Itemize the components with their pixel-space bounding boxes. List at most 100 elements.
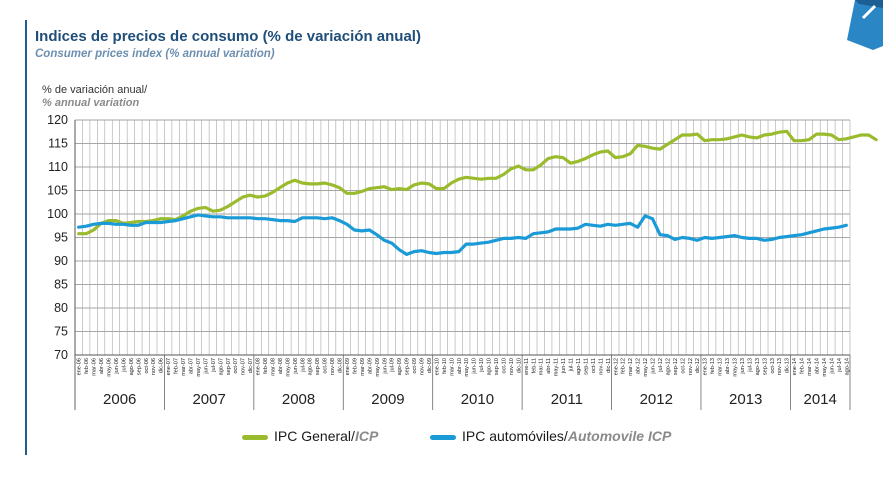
x-month-label: mar-13 <box>718 358 724 376</box>
series-line-ipc-automoviles <box>77 213 848 256</box>
x-month-label: may-09 <box>375 358 381 377</box>
y-axis-label-en: % annual variation <box>42 97 139 109</box>
x-month-label: feb-06 <box>84 358 90 374</box>
x-month-label: ago-08 <box>308 358 314 375</box>
y-tick-label: 105 <box>47 184 68 198</box>
x-month-label: nov-12 <box>688 358 694 375</box>
x-month-label: dic-11 <box>606 358 612 373</box>
x-month-label: jul-06 <box>121 358 127 373</box>
x-month-label: oct-08 <box>323 358 329 374</box>
x-year-label: 2011 <box>551 391 583 408</box>
x-month-label: jun-14 <box>829 358 835 375</box>
x-month-label: jul-07 <box>211 358 217 373</box>
x-month-label: abr-12 <box>636 358 642 374</box>
x-month-label: feb-12 <box>621 358 627 374</box>
x-month-label: mar-09 <box>360 358 366 376</box>
legend-item-auto: IPC automóviles/Automovile ICP <box>430 428 671 444</box>
x-month-label: mar-12 <box>628 358 634 376</box>
x-month-label: may-10 <box>464 358 470 377</box>
x-year-label: 2009 <box>371 391 404 408</box>
y-axis-label: % de variación anual/ <box>42 84 148 96</box>
x-axis-month-labels: ene-06 feb-06 mar-06 abr-06 may-06 jun-06 jul-… <box>77 358 851 377</box>
y-tick-label: 120 <box>47 113 68 127</box>
x-month-label: oct-10 <box>501 358 507 374</box>
x-month-label: nov-09 <box>420 358 426 375</box>
legend-label-auto-en: Automovile ICP <box>567 428 672 444</box>
x-month-label: ago-13 <box>755 358 761 375</box>
x-month-label: jul-14 <box>837 358 843 373</box>
x-month-label: nov-11 <box>598 358 604 375</box>
x-month-label: sep-12 <box>673 358 679 375</box>
x-month-label: ene-10 <box>434 358 440 375</box>
x-month-label: oct-07 <box>233 358 239 374</box>
x-month-label: ene-11 <box>524 358 530 375</box>
x-month-label: may-06 <box>107 358 113 377</box>
x-month-label: feb-07 <box>174 358 180 374</box>
x-month-label: dic-08 <box>338 358 344 373</box>
y-tick-label: 95 <box>54 231 68 245</box>
y-tick-label: 90 <box>54 254 68 268</box>
x-month-label: abr-13 <box>725 358 731 374</box>
x-month-label: mar-11 <box>539 358 545 375</box>
x-month-label: dic-06 <box>159 358 165 373</box>
y-tick-label: 85 <box>54 278 68 292</box>
x-month-label: oct-06 <box>144 358 150 374</box>
x-month-label: ago-12 <box>665 358 671 375</box>
x-month-label: sep-13 <box>762 358 768 375</box>
legend-label-general-en: ICP <box>354 428 379 444</box>
y-tick-label: 80 <box>54 301 68 315</box>
left-accent-bar <box>25 20 27 455</box>
x-month-label: mar-06 <box>92 358 98 376</box>
x-month-label: sep-07 <box>226 358 232 375</box>
x-month-label: abr-09 <box>367 358 373 374</box>
x-month-label: jun-06 <box>114 358 120 375</box>
x-year-label: 2006 <box>103 391 136 408</box>
x-month-label: ago-14 <box>844 358 850 375</box>
legend-swatch-general <box>242 434 268 440</box>
x-month-label: dic-13 <box>785 358 791 373</box>
x-year-label: 2012 <box>640 391 673 408</box>
x-month-label: may-12 <box>643 358 649 377</box>
x-month-label: ago-07 <box>218 358 224 375</box>
y-tick-label: 100 <box>47 207 68 221</box>
x-month-label: may-07 <box>196 358 202 377</box>
x-month-label: ago-09 <box>397 358 403 375</box>
x-month-label: sep-06 <box>136 358 142 375</box>
x-month-label: jun-13 <box>740 358 746 375</box>
x-month-label: ene-08 <box>256 358 262 375</box>
x-month-label: jun-11 <box>561 358 567 374</box>
x-month-label: feb-14 <box>800 358 806 374</box>
x-month-label: mar-08 <box>270 358 276 376</box>
x-year-label: 2008 <box>282 391 315 408</box>
x-month-label: may-11 <box>554 358 560 376</box>
x-month-label: ene-14 <box>792 358 798 375</box>
x-month-label: jul-10 <box>479 358 485 373</box>
x-month-label: abr-14 <box>814 358 820 374</box>
x-month-label: oct-11 <box>591 358 597 373</box>
x-year-label: 2013 <box>729 391 762 408</box>
x-month-label: jun-12 <box>651 358 657 375</box>
x-month-label: dic-10 <box>516 358 522 373</box>
x-month-label: feb-09 <box>352 358 358 374</box>
x-month-label: jul-11 <box>569 358 575 372</box>
x-month-label: nov-08 <box>330 358 336 375</box>
x-month-label: jun-09 <box>382 358 388 375</box>
x-month-label: nov-07 <box>241 358 247 375</box>
x-year-label: 2007 <box>192 391 225 408</box>
x-month-label: mar-07 <box>181 358 187 376</box>
legend-label-auto: IPC automóviles/ <box>462 428 568 444</box>
x-month-label: abr-08 <box>278 358 284 374</box>
x-month-label: feb-10 <box>442 358 448 374</box>
x-month-label: nov-06 <box>151 358 157 375</box>
x-month-label: abr-11 <box>546 358 552 374</box>
x-month-label: ago-10 <box>487 358 493 375</box>
x-month-label: oct-13 <box>770 358 776 374</box>
x-month-label: ene-09 <box>345 358 351 375</box>
x-month-label: feb-11 <box>531 358 537 373</box>
x-month-label: jul-12 <box>658 358 664 373</box>
corner-book-icon <box>847 0 883 50</box>
x-month-label: mar-10 <box>449 358 455 376</box>
x-month-label: ene-06 <box>77 358 83 375</box>
x-month-label: jul-13 <box>747 358 753 373</box>
